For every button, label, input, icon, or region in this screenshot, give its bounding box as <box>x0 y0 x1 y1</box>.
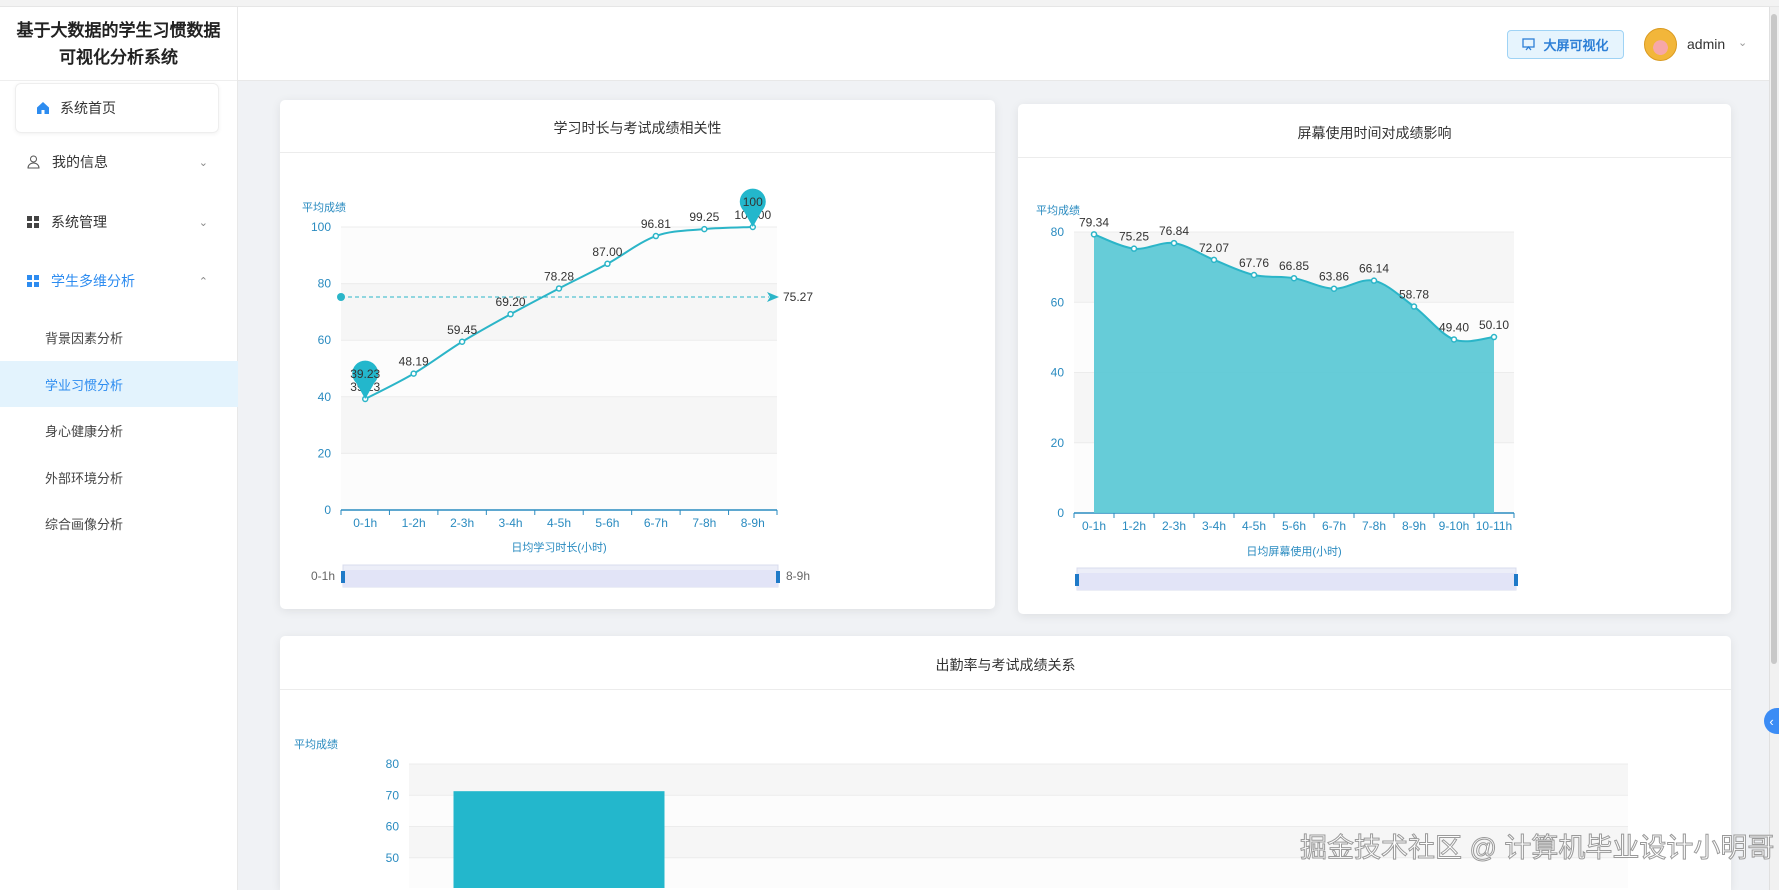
sidebar: 基于大数据的学生习惯数据 可视化分析系统 系统首页 我的信息 ⌄ 系统管理 ⌄ … <box>0 7 238 890</box>
card-title: 屏幕使用时间对成绩影响 <box>1297 125 1452 141</box>
sidebar-subitem-environment[interactable]: 外部环境分析 <box>0 454 238 500</box>
scrollbar-thumb[interactable] <box>1771 14 1777 664</box>
username[interactable]: admin <box>1687 36 1726 52</box>
chevron-left-icon: ‹ <box>1769 713 1774 729</box>
sidebar-item-label: 我的信息 <box>52 154 108 170</box>
collapse-panel-button[interactable]: ‹ <box>1764 708 1779 734</box>
user-icon <box>27 155 40 169</box>
card-divider <box>1018 157 1731 158</box>
watermark: 掘金技术社区 @ 计算机毕业设计小明哥 <box>1299 833 1775 864</box>
card-divider <box>280 689 1731 690</box>
avatar[interactable] <box>1644 28 1677 61</box>
monitor-icon <box>1522 38 1536 51</box>
sidebar-subitem-profile[interactable]: 综合画像分析 <box>0 500 238 546</box>
top-header: 大屏可视化 admin ⌄ <box>238 7 1769 81</box>
grid-icon <box>27 216 39 228</box>
card-title: 学习时长与考试成绩相关性 <box>553 120 722 136</box>
sidebar-item-label: 系统管理 <box>51 214 107 230</box>
chevron-up-icon: ⌃ <box>198 275 208 288</box>
sidebar-subitem-study-habits[interactable]: 学业习惯分析 <box>0 361 238 407</box>
sidebar-subitem-label: 综合画像分析 <box>45 516 124 532</box>
grid-icon <box>27 275 39 287</box>
app-title-line2: 可视化分析系统 <box>59 47 178 67</box>
app-title: 基于大数据的学生习惯数据 可视化分析系统 <box>0 7 237 81</box>
browser-top-strip <box>0 0 1779 7</box>
sidebar-item-my-info[interactable]: 我的信息 ⌄ <box>0 140 238 184</box>
sidebar-subitem-health[interactable]: 身心健康分析 <box>0 407 238 453</box>
sidebar-subitem-background[interactable]: 背景因素分析 <box>0 314 238 360</box>
sidebar-item-label: 系统首页 <box>60 100 116 116</box>
sidebar-item-label: 学生多维分析 <box>51 273 135 289</box>
sidebar-item-system-management[interactable]: 系统管理 ⌄ <box>0 200 238 244</box>
sidebar-subitem-label: 外部环境分析 <box>45 470 124 486</box>
card-screen-time: 屏幕使用时间对成绩影响 <box>1018 104 1731 614</box>
chevron-down-icon: ⌄ <box>198 156 208 169</box>
chevron-down-icon[interactable]: ⌄ <box>1738 37 1748 49</box>
sidebar-subitem-label: 身心健康分析 <box>45 423 124 439</box>
sidebar-subitem-label: 学业习惯分析 <box>45 377 124 393</box>
card-divider <box>280 152 995 153</box>
bigscreen-label: 大屏可视化 <box>1543 38 1609 53</box>
sidebar-subitem-label: 背景因素分析 <box>45 330 124 346</box>
chevron-down-icon: ⌄ <box>198 216 208 229</box>
sidebar-item-home[interactable]: 系统首页 <box>15 83 219 133</box>
app-title-line1: 基于大数据的学生习惯数据 <box>16 20 221 40</box>
sidebar-item-student-analysis[interactable]: 学生多维分析 ⌃ <box>0 259 238 303</box>
card-study-time: 学习时长与考试成绩相关性 <box>280 100 995 609</box>
home-icon <box>37 102 49 114</box>
bigscreen-button[interactable]: 大屏可视化 <box>1507 30 1624 59</box>
card-title: 出勤率与考试成绩关系 <box>935 657 1076 673</box>
